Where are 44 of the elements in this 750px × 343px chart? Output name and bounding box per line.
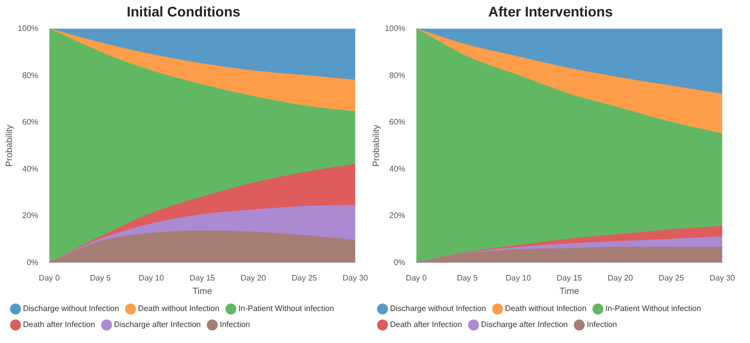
legend-label: In-Patient Without infection: [238, 304, 334, 314]
x-tick-label: Day 15: [556, 274, 583, 283]
legend-label: Discharge after Infection: [481, 320, 568, 330]
x-axis-title: Time: [559, 286, 580, 296]
legend-label: Infection: [220, 320, 250, 330]
x-tick-label: Day 25: [292, 274, 318, 283]
y-axis-title: Probability: [4, 124, 14, 167]
y-tick-label: 60%: [389, 118, 406, 127]
y-tick-label: 80%: [389, 70, 406, 80]
x-tick-label: Day 20: [240, 274, 267, 283]
legend-label: Death without Infection: [505, 304, 586, 314]
x-tick-label: Day 25: [658, 274, 685, 283]
x-tick-label: Day 10: [138, 274, 164, 283]
x-tick-label: Day 0: [38, 274, 60, 283]
x-tick-label: Day 30: [710, 274, 736, 283]
chart-title: After Interventions: [488, 3, 613, 20]
y-tick-label: 40%: [22, 164, 38, 174]
legend-label: Infection: [586, 320, 618, 330]
y-tick-label: 0%: [394, 258, 406, 267]
x-tick-label: Day 0: [406, 274, 428, 283]
y-tick-label: 40%: [389, 164, 406, 174]
y-tick-label: 20%: [389, 211, 406, 220]
chart-title: Initial Conditions: [126, 3, 240, 20]
y-tick-label: 80%: [22, 70, 38, 80]
x-tick-label: Day 5: [456, 274, 478, 283]
x-tick-label: Day 5: [90, 274, 112, 283]
legend-label: In-Patient Without infection: [605, 304, 702, 314]
legend-label: Death after Infection: [390, 320, 462, 330]
y-tick-label: 100%: [384, 24, 406, 34]
x-tick-label: Day 30: [342, 274, 369, 283]
legend-label: Death without Infection: [138, 304, 220, 314]
legend-label: Discharge without Infection: [390, 304, 486, 314]
y-tick-label: 20%: [22, 211, 38, 220]
y-tick-label: 100%: [18, 24, 38, 34]
y-tick-label: 0%: [26, 258, 38, 267]
legend-label: Discharge without Infection: [23, 304, 120, 314]
x-tick-label: Day 15: [190, 274, 216, 283]
y-axis-title: Probability: [370, 124, 381, 167]
legend-label: Discharge after Infection: [114, 320, 201, 330]
x-tick-label: Day 10: [506, 274, 532, 283]
x-tick-label: Day 20: [608, 274, 634, 283]
legend-label: Death after Infection: [23, 320, 96, 330]
x-axis-title: Time: [192, 286, 212, 296]
y-tick-label: 60%: [22, 118, 38, 127]
